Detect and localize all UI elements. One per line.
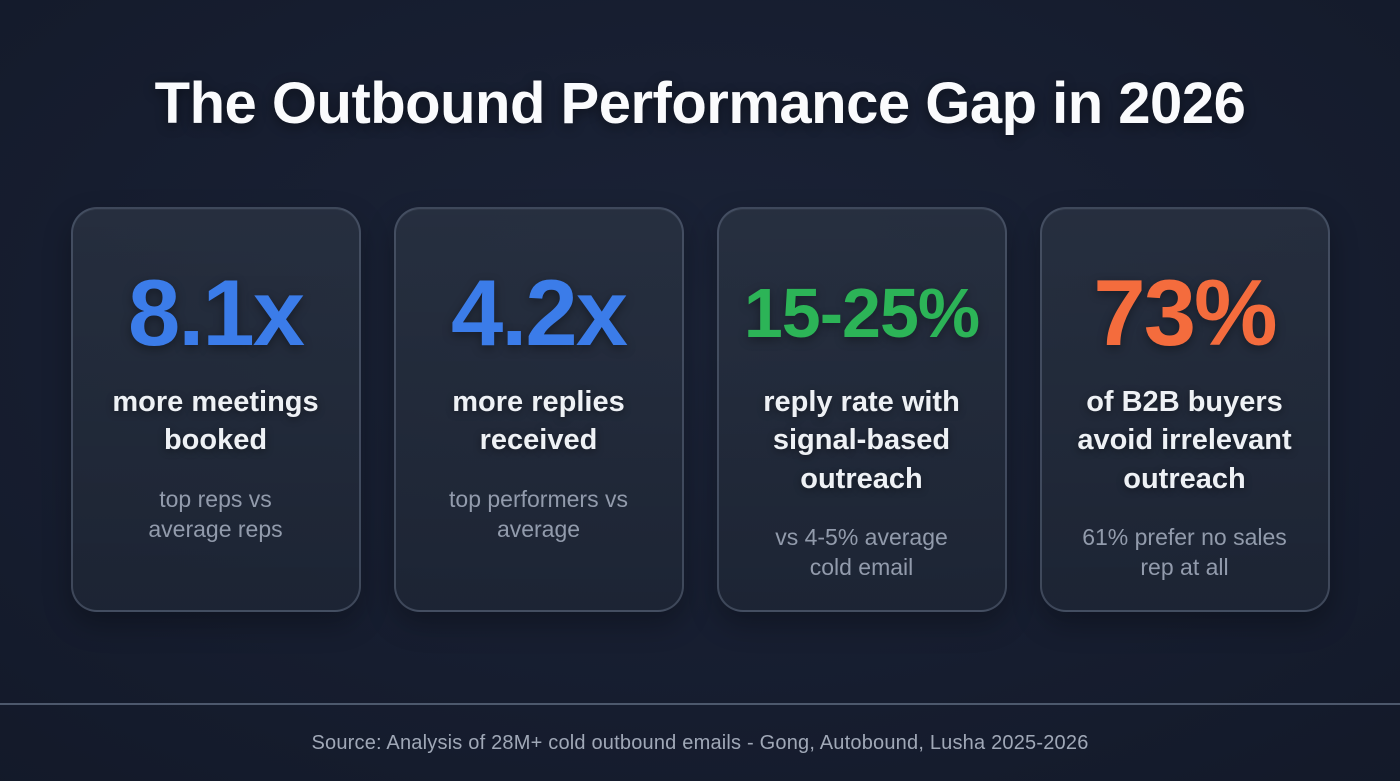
stat-label: more replies received xyxy=(452,386,625,457)
page-title: The Outbound Performance Gap in 2026 xyxy=(154,71,1246,136)
stat-card-meetings-booked: 8.1x more meetings booked top reps vs av… xyxy=(70,207,361,612)
stat-sublabel: top performers vs average xyxy=(449,485,628,543)
stat-value: 15-25% xyxy=(743,274,980,352)
stat-value: 73% xyxy=(1093,260,1277,365)
stat-card-b2b-buyers: 73% of B2B buyers avoid irrelevant outre… xyxy=(1039,207,1330,612)
stat-sublabel: top reps vs average reps xyxy=(148,485,283,543)
stat-card-reply-rate: 15-25% reply rate with signal-based outr… xyxy=(716,207,1007,612)
stat-value: 4.2x xyxy=(451,260,628,365)
stat-label: of B2B buyers avoid irrelevant outreach xyxy=(1077,386,1292,495)
stat-label: reply rate with signal-based outreach xyxy=(763,386,960,495)
footer: Source: Analysis of 28M+ cold outbound e… xyxy=(0,703,1400,781)
stat-label: more meetings booked xyxy=(112,386,319,457)
stat-card-replies-received: 4.2x more replies received top performer… xyxy=(393,207,684,612)
stat-sublabel: vs 4-5% average cold email xyxy=(775,523,948,581)
source-attribution: Source: Analysis of 28M+ cold outbound e… xyxy=(311,731,1089,754)
stat-card-row: 8.1x more meetings booked top reps vs av… xyxy=(0,207,1400,612)
stat-sublabel: 61% prefer no sales rep at all xyxy=(1082,523,1287,581)
stat-value: 8.1x xyxy=(128,260,305,365)
